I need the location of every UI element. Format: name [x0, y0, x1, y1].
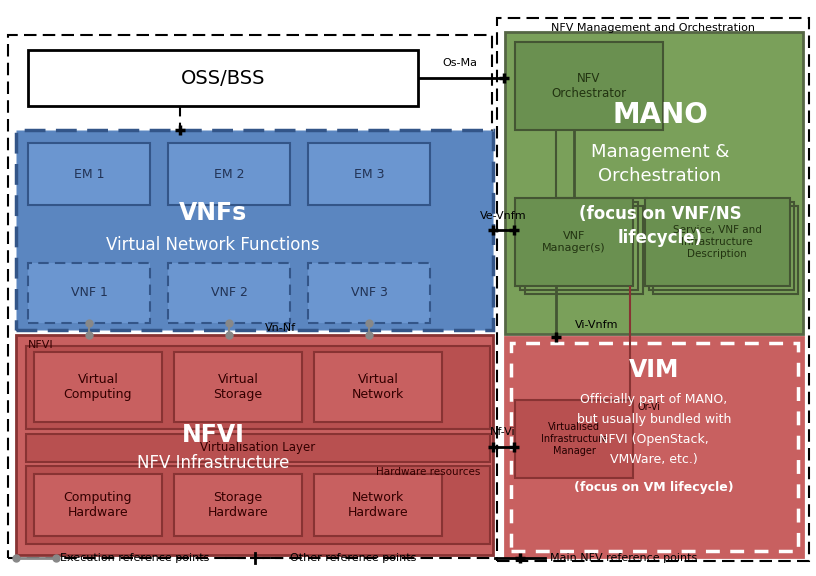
Bar [28, 50, 418, 106]
Bar [34, 474, 162, 536]
Bar [515, 400, 633, 478]
Text: NFV Infrastructure: NFV Infrastructure [137, 454, 289, 472]
Bar [505, 32, 803, 334]
Bar [34, 352, 162, 422]
Bar [314, 474, 442, 536]
Bar [515, 198, 633, 286]
Text: but usually bundled with: but usually bundled with [577, 414, 731, 426]
Text: Nf-Vi: Nf-Vi [490, 427, 516, 437]
Bar [26, 466, 490, 544]
Bar [28, 263, 150, 323]
Text: Virtual
Network: Virtual Network [352, 373, 404, 401]
Bar [525, 206, 643, 294]
Text: VIM: VIM [629, 358, 679, 382]
Text: Storage
Hardware: Storage Hardware [208, 491, 268, 519]
Bar [505, 337, 803, 557]
Text: Hardware resources: Hardware resources [375, 467, 480, 477]
Bar [515, 42, 663, 130]
Text: NFVI (OpenStack,: NFVI (OpenStack, [599, 434, 709, 446]
Bar [174, 352, 302, 422]
Text: Virtual
Computing: Virtual Computing [64, 373, 132, 401]
Text: Main NFV reference points: Main NFV reference points [550, 553, 697, 563]
Bar [649, 202, 794, 290]
Text: VNF 3: VNF 3 [351, 286, 388, 300]
Bar [26, 434, 490, 462]
Text: NFVI: NFVI [28, 340, 54, 350]
Text: VMWare, etc.): VMWare, etc.) [610, 453, 698, 467]
Text: Service, VNF and
Infrastructure
Description: Service, VNF and Infrastructure Descript… [672, 225, 761, 259]
Bar [653, 206, 798, 294]
Bar [174, 474, 302, 536]
Text: Virtualisation Layer: Virtualisation Layer [201, 441, 316, 454]
Bar [168, 143, 290, 205]
Bar [16, 130, 493, 330]
Text: Os-Ma: Os-Ma [442, 58, 477, 68]
Text: Ve-Vnfm: Ve-Vnfm [480, 211, 526, 221]
Text: Orchestration: Orchestration [598, 167, 721, 185]
Text: lifecycle): lifecycle) [618, 229, 703, 247]
Bar [8, 35, 492, 558]
Text: VNF 1: VNF 1 [70, 286, 108, 300]
Text: Vi-Vnfm: Vi-Vnfm [575, 320, 619, 330]
Text: NFV Management and Orchestration: NFV Management and Orchestration [551, 23, 755, 33]
Text: Officially part of MANO,: Officially part of MANO, [580, 393, 728, 407]
Text: Virtual
Storage: Virtual Storage [214, 373, 263, 401]
Bar [314, 352, 442, 422]
Text: NFVI: NFVI [182, 423, 245, 447]
Text: VNF
Manager(s): VNF Manager(s) [542, 231, 605, 253]
Text: EM 2: EM 2 [214, 168, 244, 180]
Text: NFV
Orchestrator: NFV Orchestrator [552, 72, 627, 100]
Text: Execution reference points: Execution reference points [60, 553, 210, 563]
Bar [16, 335, 493, 555]
Bar [28, 143, 150, 205]
Text: (focus on VNF/NS: (focus on VNF/NS [579, 205, 741, 223]
Text: Vn-Nf: Vn-Nf [264, 323, 295, 333]
Text: (focus on VM lifecycle): (focus on VM lifecycle) [574, 480, 734, 494]
Bar [26, 346, 490, 429]
Bar [645, 198, 790, 286]
Text: EM 1: EM 1 [73, 168, 104, 180]
Text: EM 3: EM 3 [354, 168, 384, 180]
Text: VNFs: VNFs [179, 201, 247, 225]
Text: OSS/BSS: OSS/BSS [181, 69, 265, 88]
Text: Management &: Management & [591, 143, 730, 161]
Text: Computing
Hardware: Computing Hardware [64, 491, 132, 519]
Text: Or-Vi: Or-Vi [638, 402, 661, 412]
Text: Virtualised
Infrastructure
Manager: Virtualised Infrastructure Manager [540, 422, 607, 456]
Text: Virtual Network Functions: Virtual Network Functions [106, 236, 320, 254]
Text: VNF 2: VNF 2 [211, 286, 247, 300]
Bar [308, 143, 430, 205]
Bar [168, 263, 290, 323]
Bar [308, 263, 430, 323]
Bar [511, 343, 798, 551]
Bar [497, 18, 809, 561]
Text: MANO: MANO [612, 101, 707, 129]
Text: Other reference points: Other reference points [290, 553, 416, 563]
Bar [520, 202, 638, 290]
Text: Network
Hardware: Network Hardware [348, 491, 408, 519]
